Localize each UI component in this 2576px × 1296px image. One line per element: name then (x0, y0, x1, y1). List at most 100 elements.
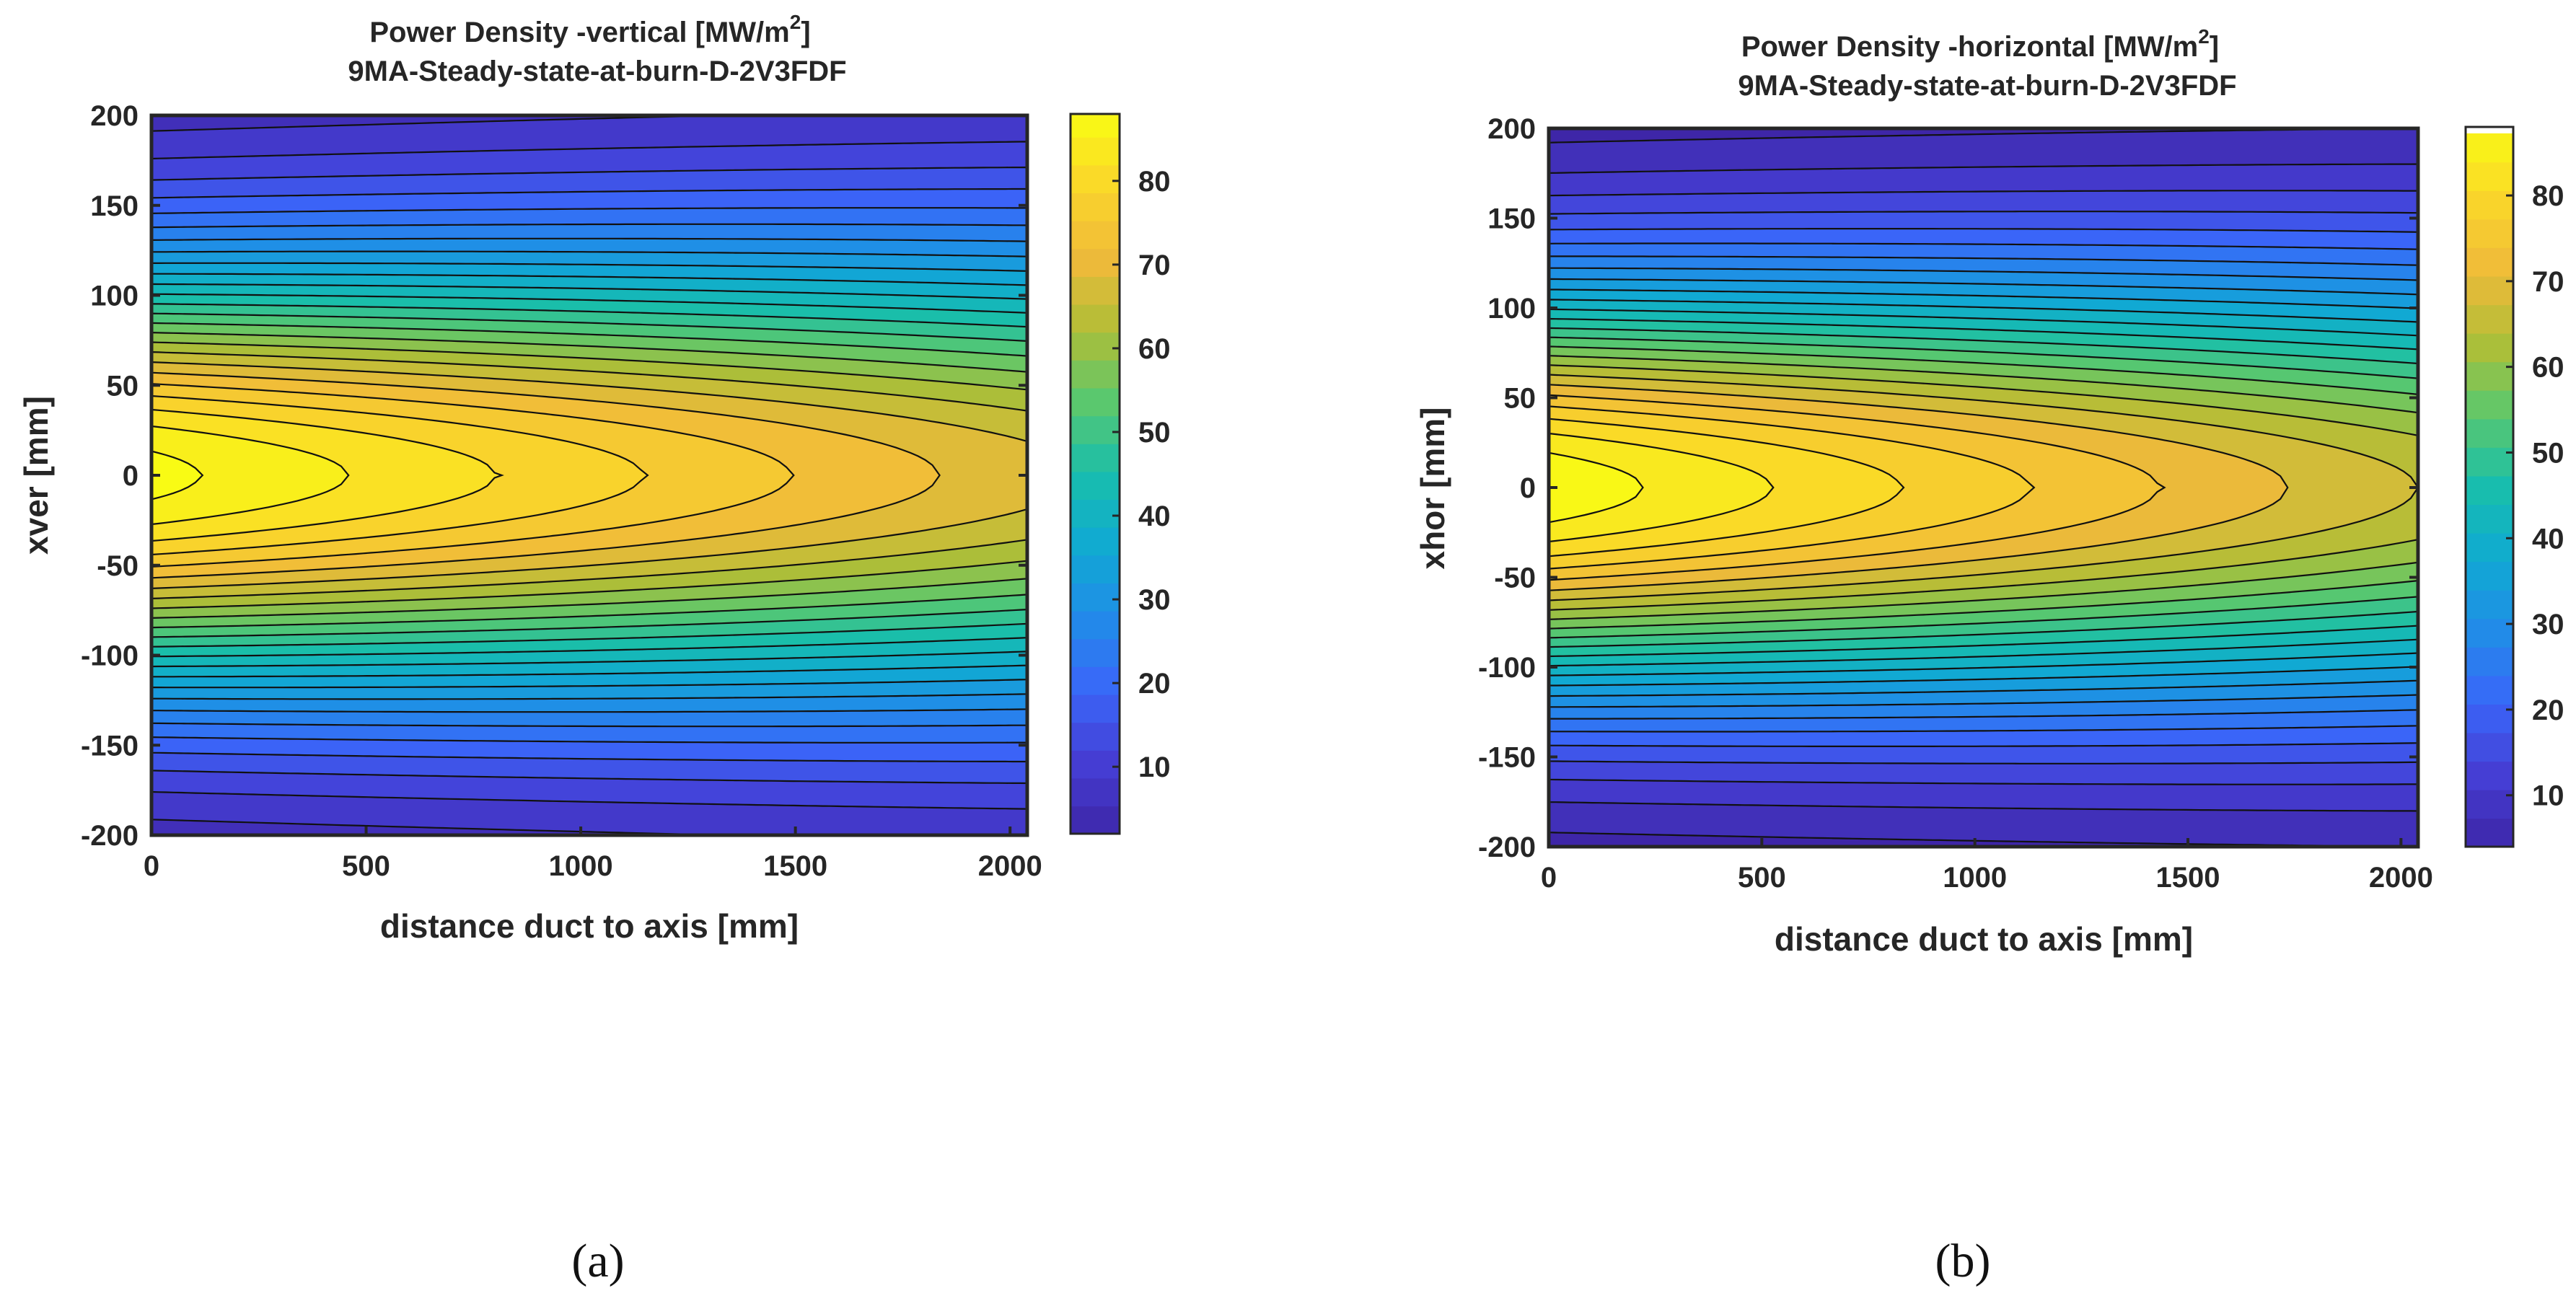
x-axis-b: 0 500 1000 1500 2000 (1541, 838, 2433, 894)
y-tick-label: 50 (1504, 383, 1537, 415)
colorbar-segment (2466, 275, 2513, 306)
colorbar-segment (2466, 447, 2513, 477)
x-label-a: distance duct to axis [mm] (380, 907, 799, 945)
colorbar-segment (1071, 220, 1120, 250)
colorbar-segment (2466, 133, 2513, 163)
y-tick-label: -50 (1494, 563, 1536, 594)
y-tick-label: 50 (107, 370, 139, 402)
colorbar-segment (2466, 162, 2513, 191)
colorbar-segment (2466, 304, 2513, 334)
colorbar-segment (1071, 666, 1120, 695)
colorbar-tick-label: 80 (2532, 180, 2564, 212)
colorbar-segment (1071, 387, 1120, 417)
colorbar-segment (1071, 610, 1120, 640)
colorbar-segment (1071, 806, 1120, 834)
colorbar-ticks-a: 10 20 30 40 50 60 70 80 (1112, 166, 1171, 783)
contour-band (151, 425, 350, 526)
y-tick-label: -200 (81, 820, 139, 852)
colorbar-ticks-b: 10 20 30 40 50 60 70 80 (2506, 180, 2564, 812)
colorbar-segment (2466, 361, 2513, 391)
title-a-line1: Power Density -vertical [MW/m2] (369, 11, 810, 48)
colorbar-segment (2466, 504, 2513, 534)
x-label-b: distance duct to axis [mm] (1775, 920, 2193, 958)
contour-band (1549, 451, 1644, 524)
x-tick-label: 1500 (763, 850, 827, 882)
colorbar-segment (1071, 583, 1120, 612)
colorbar-segment (2466, 789, 2513, 819)
y-label-a: xver [mm] (17, 396, 55, 555)
colorbar-segment (1071, 136, 1120, 166)
colorbar-segment (2466, 247, 2513, 277)
x-tick-label: 1000 (1943, 862, 2007, 894)
colorbar-segment (1071, 415, 1120, 444)
colorbar-segment (1071, 722, 1120, 751)
colorbar-tick-label: 30 (2532, 609, 2564, 640)
title-b-line1: Power Density -horizontal [MW/m2] (1741, 25, 2219, 63)
contour-plot-a (151, 115, 1027, 835)
colorbar-segment (2466, 675, 2513, 705)
y-tick-label: -100 (81, 640, 139, 672)
x-tick-label: 2000 (978, 850, 1042, 882)
colorbar-tick-label: 40 (2532, 523, 2564, 555)
y-tick-label: 0 (123, 460, 139, 492)
y-label-b: xhor [mm] (1414, 407, 1451, 570)
colorbar-segment (2466, 190, 2513, 220)
x-tick-label: 1000 (549, 850, 613, 882)
colorbar-tick-label: 40 (1138, 501, 1171, 532)
x-tick-label: 1500 (2156, 862, 2220, 894)
x-tick-label: 2000 (2369, 862, 2433, 894)
y-axis-b: 200 150 100 50 0 -50 -100 -150 -200 (1478, 113, 2418, 863)
colorbar-segment (2466, 532, 2513, 563)
y-tick-label: 150 (1487, 203, 1536, 235)
caption-a: (a) (571, 1235, 624, 1287)
colorbar-segment (1071, 193, 1120, 221)
caption-b: (b) (1935, 1235, 1991, 1287)
x-tick-label: 500 (342, 850, 390, 882)
y-tick-label: -150 (81, 730, 139, 762)
y-tick-label: 0 (1520, 472, 1536, 504)
x-tick-label: 500 (1738, 862, 1786, 894)
y-tick-label: 100 (90, 281, 139, 312)
colorbar-segment (2466, 589, 2513, 620)
colorbar-frame-a (1069, 113, 1121, 835)
colorbar-segment (2466, 561, 2513, 591)
y-tick-label: 200 (90, 100, 139, 132)
x-axis-a: 0 500 1000 1500 2000 (144, 826, 1042, 882)
x-tick-label: 0 (1541, 862, 1557, 894)
panel-b: Power Density -horizontal [MW/m2] 9MA-St… (1414, 25, 2564, 1287)
y-tick-label: -100 (1478, 652, 1536, 684)
colorbar-segment (1071, 638, 1120, 667)
colorbar-segment (1071, 471, 1120, 501)
colorbar-tick-label: 60 (2532, 352, 2564, 384)
title-a-line2: 9MA-Steady-state-at-burn-D-2V3FDF (348, 56, 846, 87)
y-axis-a: 200 150 100 50 0 -50 -100 -150 -200 (81, 100, 1027, 852)
colorbar-segment (1071, 248, 1120, 277)
colorbar-segment (2466, 332, 2513, 363)
colorbar-segment (2466, 818, 2513, 847)
colorbar-segment (2466, 389, 2513, 420)
colorbar-tick-label: 60 (1138, 333, 1171, 365)
colorbar-segment (2466, 732, 2513, 762)
colorbar-frame-b (2464, 125, 2515, 848)
colorbar-segment (2466, 647, 2513, 676)
colorbar-segment (2466, 418, 2513, 448)
colorbar-b (2466, 133, 2513, 847)
colorbar-segment (1071, 777, 1120, 807)
panel-a: Power Density -vertical [MW/m2] 9MA-Stea… (17, 11, 1171, 1287)
contour-band (1549, 432, 1775, 543)
colorbar-segment (2466, 475, 2513, 506)
colorbar-segment (1071, 443, 1120, 472)
y-tick-label: -50 (97, 550, 139, 582)
colorbar-segment (1071, 750, 1120, 779)
colorbar-tick-label: 70 (2532, 266, 2564, 298)
colorbar-segment (1071, 304, 1120, 333)
colorbar-tick-label: 80 (1138, 166, 1171, 198)
y-tick-label: 100 (1487, 293, 1536, 325)
colorbar-segment (1071, 360, 1120, 389)
colorbar-segment (1071, 694, 1120, 723)
y-tick-label: 150 (90, 190, 139, 222)
colorbar-segment (2466, 761, 2513, 790)
x-tick-label: 0 (144, 850, 159, 882)
colorbar-segment (1071, 114, 1120, 138)
